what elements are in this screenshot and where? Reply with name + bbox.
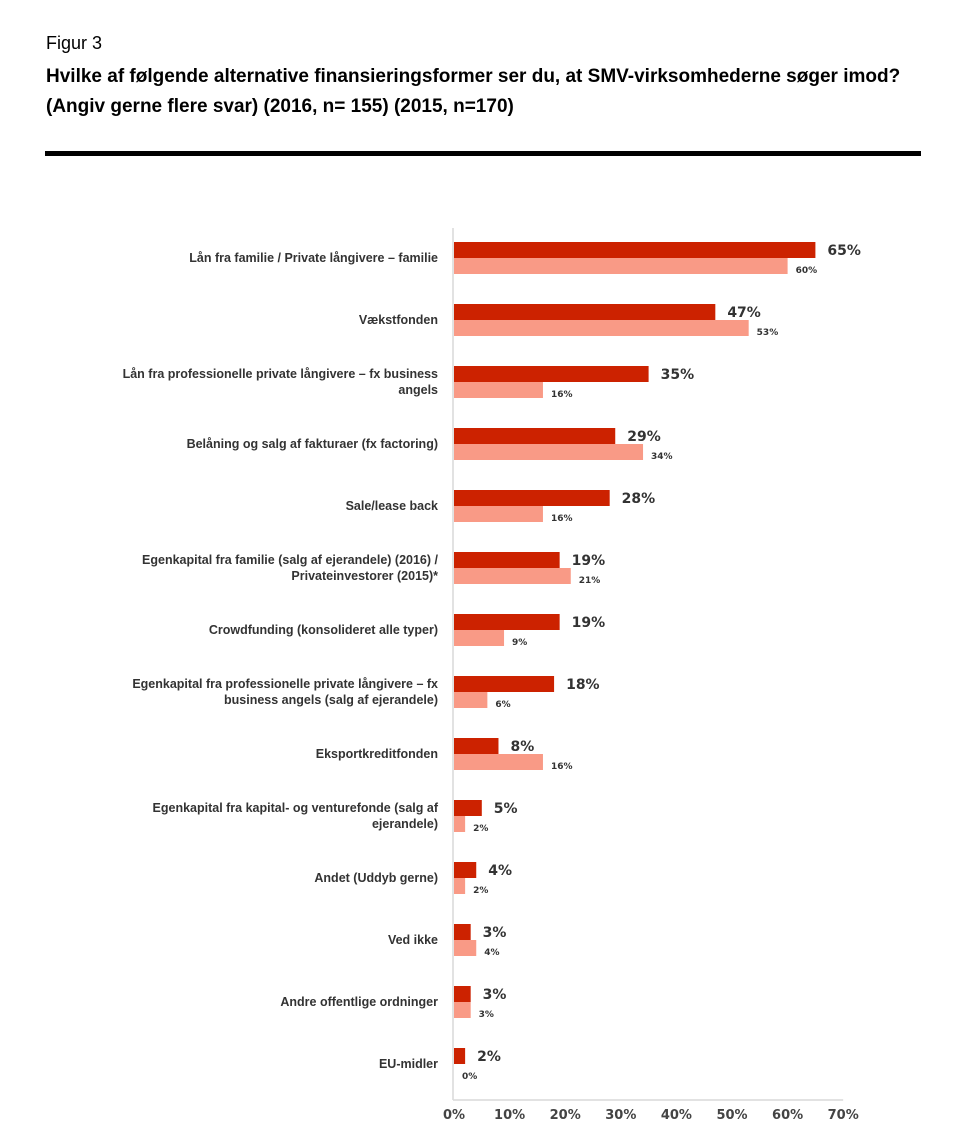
bar-series-2 — [454, 940, 477, 956]
data-label-series-1: 4% — [488, 863, 512, 879]
data-label-series-2: 2% — [473, 886, 488, 896]
bar-series-1 — [454, 366, 649, 382]
data-label-series-2: 16% — [551, 514, 573, 524]
bar-series-2 — [454, 878, 466, 894]
data-label-series-1: 29% — [627, 429, 661, 445]
bar-series-1 — [454, 1048, 466, 1064]
category-label: Andre offentlige ordninger — [280, 995, 438, 1009]
data-label-series-1: 35% — [661, 367, 695, 383]
data-label-series-1: 19% — [572, 615, 606, 631]
data-label-series-1: 8% — [510, 739, 534, 755]
category-label: Sale/lease back — [346, 499, 438, 513]
category-label: Belåning og salg af fakturaer (fx factor… — [187, 437, 438, 451]
bar-series-2 — [454, 692, 488, 708]
data-label-series-2: 60% — [796, 266, 818, 276]
data-label-series-2: 2% — [473, 824, 488, 834]
x-tick-label: 50% — [716, 1108, 747, 1123]
bar-series-2 — [454, 320, 749, 336]
category-label: Ved ikke — [388, 933, 438, 947]
data-label-series-2: 21% — [579, 576, 601, 586]
bar-series-2 — [454, 506, 543, 522]
bar-series-1 — [454, 924, 471, 940]
data-label-series-1: 19% — [572, 553, 606, 569]
category-label: Lån fra familie / Private långivere – fa… — [189, 251, 438, 265]
category-label: Egenkapital fra familie (salg af ejerand… — [142, 553, 438, 583]
x-tick-label: 30% — [605, 1108, 636, 1123]
data-label-series-1: 28% — [622, 491, 656, 507]
data-label-series-1: 65% — [827, 243, 861, 259]
bar-series-2 — [454, 816, 466, 832]
x-tick-label: 60% — [772, 1108, 803, 1123]
category-label: Egenkapital fra kapital- og venturefonde… — [153, 801, 439, 831]
data-label-series-1: 47% — [727, 305, 761, 321]
data-label-series-2: 53% — [757, 328, 779, 338]
category-label: Egenkapital fra professionelle private l… — [132, 677, 438, 707]
bar-series-1 — [454, 738, 499, 754]
category-label: Lån fra professionelle private långivere… — [123, 367, 438, 397]
category-label: Vækstfonden — [359, 313, 438, 327]
x-tick-label: 0% — [443, 1108, 465, 1123]
data-label-series-1: 18% — [566, 677, 600, 693]
bar-series-1 — [454, 862, 477, 878]
bar-series-2 — [454, 444, 644, 460]
category-label: Andet (Uddyb gerne) — [314, 871, 438, 885]
data-label-series-2: 16% — [551, 762, 573, 772]
data-label-series-1: 5% — [494, 801, 518, 817]
x-tick-label: 20% — [550, 1108, 581, 1123]
title-divider — [45, 151, 921, 156]
bar-series-2 — [454, 1002, 471, 1018]
chart-title: Hvilke af følgende alternative finansier… — [46, 66, 901, 117]
bar-series-1 — [454, 800, 482, 816]
bar-series-1 — [454, 304, 716, 320]
data-label-series-2: 4% — [484, 948, 499, 958]
data-label-series-1: 2% — [477, 1049, 501, 1065]
x-tick-label: 10% — [494, 1108, 525, 1123]
bar-series-1 — [454, 986, 471, 1002]
bar-series-2 — [454, 382, 543, 398]
bar-series-2 — [454, 258, 788, 274]
x-tick-label: 40% — [661, 1108, 692, 1123]
figure-label: Figur 3 — [46, 33, 103, 53]
data-label-series-2: 16% — [551, 390, 573, 400]
bar-series-1 — [454, 242, 816, 258]
data-label-series-1: 3% — [483, 925, 507, 941]
data-label-series-1: 3% — [483, 987, 507, 1003]
bar-series-1 — [454, 676, 555, 692]
category-label: Crowdfunding (konsolideret alle typer) — [209, 623, 438, 637]
data-label-series-2: 6% — [495, 700, 510, 710]
data-label-series-2: 3% — [479, 1010, 494, 1020]
bar-series-2 — [454, 568, 571, 584]
category-label: EU-midler — [379, 1057, 438, 1071]
bar-series-1 — [454, 552, 560, 568]
bar-series-2 — [454, 630, 505, 646]
bar-series-2 — [454, 754, 543, 770]
data-label-series-2: 9% — [512, 638, 527, 648]
bar-series-1 — [454, 614, 560, 630]
category-label: Eksportkreditfonden — [316, 747, 438, 761]
data-label-series-2: 34% — [651, 452, 673, 462]
x-tick-label: 70% — [828, 1108, 859, 1123]
data-label-series-2: 0% — [462, 1072, 477, 1082]
bar-series-1 — [454, 490, 610, 506]
bar-series-1 — [454, 428, 616, 444]
